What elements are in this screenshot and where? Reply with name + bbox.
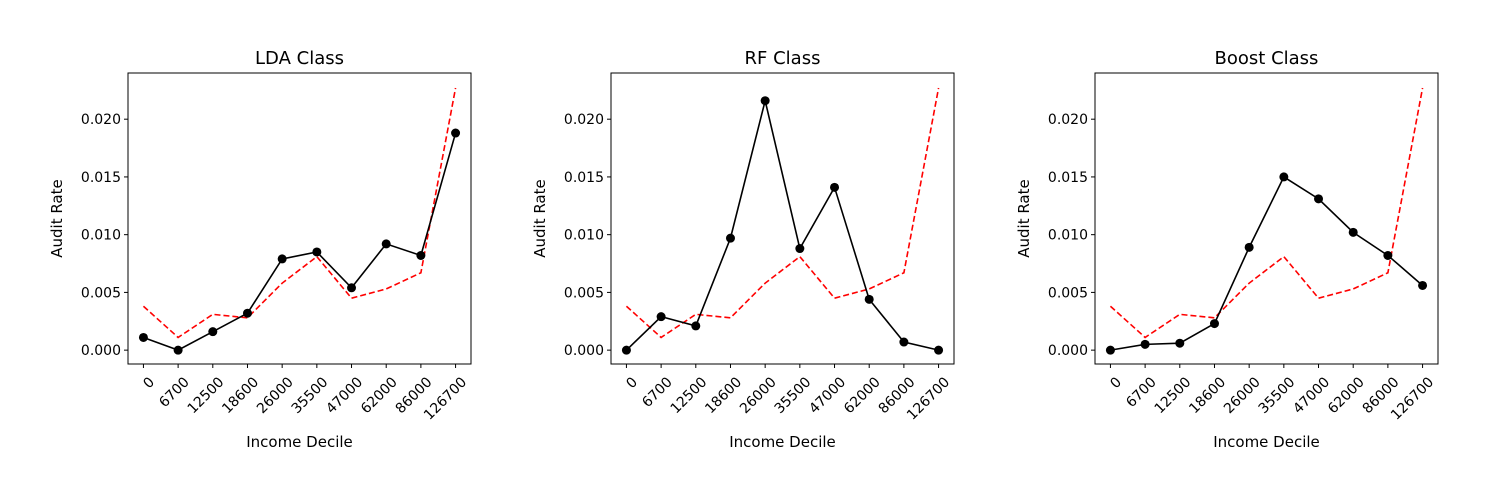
data-point: [691, 321, 701, 331]
y-tick-label: 0.015: [564, 170, 604, 186]
y-tick-label: 0.005: [564, 285, 604, 301]
data-point: [242, 308, 252, 318]
chart-panel-3: Boost Class0.0000.0050.0100.0150.0200670…: [1015, 48, 1439, 451]
x-tick-label: 18600: [219, 374, 262, 417]
data-point: [725, 233, 735, 243]
x-tick-label: 12500: [668, 374, 711, 417]
x-tick-label: 0: [1107, 374, 1125, 392]
x-tick-label: 0: [140, 374, 158, 392]
x-tick-label: 47000: [806, 374, 849, 417]
data-point: [381, 239, 391, 249]
x-axis-label: Income Decile: [246, 433, 353, 451]
chart-title: RF Class: [745, 48, 821, 69]
y-tick-label: 0.020: [1048, 112, 1088, 128]
x-tick-label: 35500: [289, 374, 332, 417]
y-tick-label: 0.000: [1048, 343, 1088, 359]
data-point: [173, 345, 183, 355]
data-point: [656, 312, 666, 322]
data-point: [1348, 227, 1358, 237]
plot-frame: [610, 72, 955, 365]
series-line-dashed: [142, 87, 457, 339]
data-point: [1140, 339, 1150, 349]
x-tick-label: 62000: [841, 374, 884, 417]
x-tick-label: 47000: [1290, 374, 1333, 417]
y-tick-label: 0.015: [81, 170, 121, 186]
x-tick-label: 47000: [323, 374, 366, 417]
data-point: [1279, 172, 1289, 182]
data-point: [138, 332, 148, 342]
y-tick-label: 0.005: [81, 285, 121, 301]
y-tick-label: 0.010: [1048, 228, 1088, 244]
data-point: [934, 345, 944, 355]
y-axis-label: Audit Rate: [531, 179, 549, 258]
series-line-dashed: [625, 87, 940, 339]
data-point: [864, 294, 874, 304]
data-point: [830, 182, 840, 192]
data-point: [451, 128, 461, 138]
y-tick-label: 0.020: [564, 112, 604, 128]
x-axis-label: Income Decile: [729, 433, 836, 451]
y-tick-label: 0.005: [1048, 285, 1088, 301]
series-line-solid: [143, 132, 457, 352]
chart-panel-2: RF Class0.0000.0050.0100.0150.0200670012…: [531, 48, 955, 451]
x-axis-label: Income Decile: [1213, 433, 1320, 451]
data-point: [347, 283, 357, 293]
data-point: [1175, 338, 1185, 348]
chart-panel-1: LDA Class0.0000.0050.0100.0150.020067001…: [48, 48, 472, 451]
data-point: [312, 247, 322, 257]
y-tick-label: 0.010: [564, 228, 604, 244]
data-point: [1209, 319, 1219, 329]
data-point: [208, 327, 218, 337]
data-point: [795, 244, 805, 254]
y-tick-label: 0.010: [81, 228, 121, 244]
x-tick-label: 26000: [1221, 374, 1264, 417]
data-point: [899, 337, 909, 347]
y-tick-label: 0.000: [564, 343, 604, 359]
y-axis-label: Audit Rate: [1015, 179, 1033, 258]
data-point: [1244, 242, 1254, 252]
x-tick-label: 0: [623, 374, 641, 392]
y-tick-label: 0.015: [1048, 170, 1088, 186]
series-line-dashed: [1109, 87, 1424, 339]
data-point: [1314, 194, 1324, 204]
data-point: [760, 96, 770, 106]
data-point: [1418, 280, 1428, 290]
data-point: [1105, 345, 1115, 355]
x-tick-label: 18600: [1186, 374, 1229, 417]
y-axis-label: Audit Rate: [48, 179, 66, 258]
data-point: [277, 254, 287, 264]
chart-title: Boost Class: [1215, 48, 1319, 69]
plot-frame: [1094, 72, 1439, 365]
series-line-solid: [1110, 175, 1424, 351]
x-tick-label: 26000: [737, 374, 780, 417]
data-point: [416, 250, 426, 260]
y-tick-label: 0.000: [81, 343, 121, 359]
y-tick-label: 0.020: [81, 112, 121, 128]
x-tick-label: 62000: [1325, 374, 1368, 417]
x-tick-label: 62000: [358, 374, 401, 417]
x-tick-label: 26000: [254, 374, 297, 417]
x-tick-label: 12500: [1152, 374, 1195, 417]
data-point: [1383, 250, 1393, 260]
data-point: [621, 345, 631, 355]
series-line-solid: [625, 100, 939, 351]
x-tick-label: 35500: [1256, 374, 1299, 417]
x-tick-label: 35500: [772, 374, 815, 417]
x-tick-label: 18600: [702, 374, 745, 417]
x-tick-label: 12500: [185, 374, 228, 417]
chart-title: LDA Class: [255, 48, 344, 69]
plot-frame: [127, 72, 472, 365]
